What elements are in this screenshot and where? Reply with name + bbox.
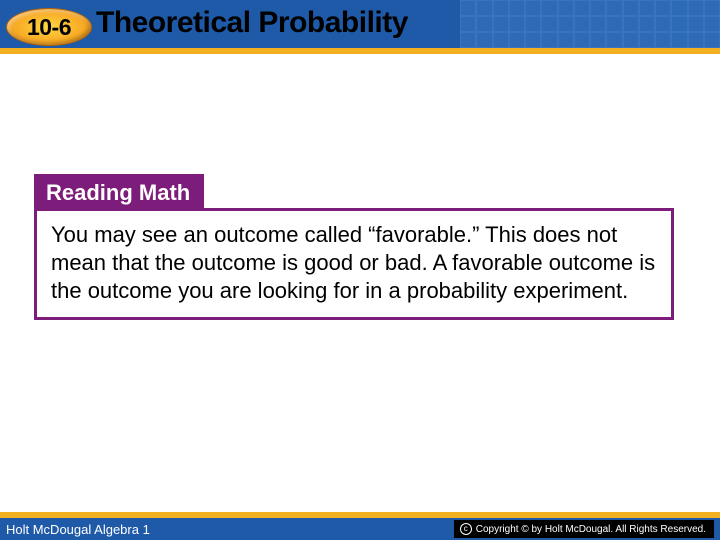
header-grid-decoration [460,0,720,48]
footer-book-title: Holt McDougal Algebra 1 [6,522,150,537]
copyright-text: Copyright © by Holt McDougal. All Rights… [476,524,706,535]
copyright-icon: c [460,523,472,535]
callout-tab: Reading Math [34,174,204,210]
footer-bar: Holt McDougal Algebra 1 c Copyright © by… [0,518,720,540]
header-accent-line [0,48,720,54]
callout-body: You may see an outcome called “favorable… [34,208,674,320]
footer-copyright: c Copyright © by Holt McDougal. All Righ… [454,520,714,538]
header-bar: 10-6 Theoretical Probability [0,0,720,48]
slide-title: Theoretical Probability [96,6,408,40]
lesson-badge: 10-6 [6,8,92,46]
reading-math-callout: Reading Math You may see an outcome call… [34,174,674,320]
slide-header: 10-6 Theoretical Probability [0,0,720,56]
lesson-number: 10-6 [27,14,71,41]
slide-footer: Holt McDougal Algebra 1 c Copyright © by… [0,512,720,540]
